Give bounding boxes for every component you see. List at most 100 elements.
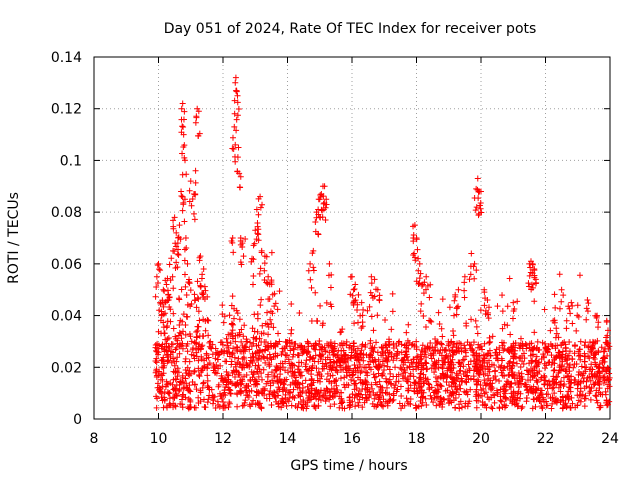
data-point <box>294 404 301 411</box>
data-point <box>539 339 546 346</box>
data-point <box>191 339 198 346</box>
data-point <box>182 235 189 241</box>
data-point <box>265 331 272 338</box>
data-point <box>373 403 380 410</box>
data-point <box>413 404 420 411</box>
data-point <box>370 371 377 378</box>
data-point <box>320 193 327 200</box>
data-point <box>410 356 417 363</box>
data-point <box>187 333 194 340</box>
data-point <box>171 248 178 255</box>
data-point <box>572 342 579 349</box>
data-point <box>227 379 234 386</box>
data-point <box>276 288 283 295</box>
data-point <box>205 317 212 324</box>
data-point <box>349 391 356 398</box>
data-point <box>351 320 358 327</box>
data-point <box>242 236 249 243</box>
data-point <box>253 335 260 342</box>
data-point <box>187 287 194 294</box>
data-point <box>210 364 217 371</box>
data-point <box>303 357 310 364</box>
data-point <box>274 306 281 313</box>
data-point <box>323 360 330 367</box>
data-point <box>208 386 215 393</box>
data-point <box>266 359 273 366</box>
data-point <box>453 389 460 396</box>
data-point <box>527 369 534 376</box>
data-point <box>468 250 475 257</box>
data-point <box>581 358 588 365</box>
data-point <box>501 404 508 411</box>
data-point <box>491 362 498 369</box>
data-point <box>592 392 599 399</box>
data-point <box>224 339 231 346</box>
data-point <box>162 383 169 390</box>
data-point <box>586 339 593 346</box>
data-point <box>241 384 248 391</box>
data-point <box>374 364 381 371</box>
data-point <box>455 286 462 293</box>
data-point <box>605 365 612 372</box>
data-point <box>492 349 499 356</box>
data-point <box>339 326 346 333</box>
data-point <box>512 354 519 361</box>
data-point <box>275 330 282 337</box>
data-point <box>372 392 379 399</box>
data-point <box>540 396 547 403</box>
data-point <box>320 200 327 207</box>
data-point <box>290 386 297 393</box>
data-point <box>473 323 480 330</box>
data-point <box>376 378 383 385</box>
data-point <box>299 380 306 387</box>
data-point <box>472 363 479 370</box>
data-point <box>305 267 312 274</box>
data-point <box>232 141 239 148</box>
data-point <box>369 294 376 301</box>
data-point <box>173 382 180 389</box>
data-point <box>418 300 425 307</box>
data-point <box>162 310 169 317</box>
data-point <box>218 348 225 355</box>
data-point <box>169 273 176 280</box>
data-point <box>416 280 423 287</box>
data-point <box>455 303 462 310</box>
data-point <box>346 371 353 378</box>
data-point <box>419 342 426 349</box>
data-point <box>352 297 359 304</box>
data-point <box>393 373 400 380</box>
data-point <box>203 355 210 362</box>
data-point <box>580 375 587 382</box>
data-point <box>477 382 484 389</box>
data-point <box>503 378 510 385</box>
data-point <box>591 340 598 347</box>
y-tick-label: 0.08 <box>51 205 82 221</box>
data-point <box>352 392 359 399</box>
data-point <box>574 402 581 409</box>
data-point <box>347 401 354 408</box>
data-point <box>307 260 314 267</box>
data-point <box>297 393 304 400</box>
data-point <box>322 204 329 211</box>
data-point <box>173 259 180 266</box>
data-point <box>569 320 576 327</box>
data-point <box>182 321 189 328</box>
data-point <box>461 287 468 294</box>
data-point <box>170 404 177 411</box>
data-point <box>182 283 189 290</box>
data-point <box>215 402 222 409</box>
data-point <box>229 293 236 300</box>
data-point <box>568 394 575 401</box>
data-point <box>241 355 248 362</box>
data-point <box>552 304 559 311</box>
data-point <box>237 389 244 396</box>
data-point <box>488 394 495 401</box>
data-point <box>496 378 503 385</box>
data-point <box>536 368 543 375</box>
data-point <box>155 351 162 358</box>
data-point <box>185 279 192 286</box>
data-point <box>526 344 533 351</box>
data-point <box>418 383 425 390</box>
data-point <box>308 284 315 291</box>
x-tick-label: 22 <box>537 431 555 447</box>
